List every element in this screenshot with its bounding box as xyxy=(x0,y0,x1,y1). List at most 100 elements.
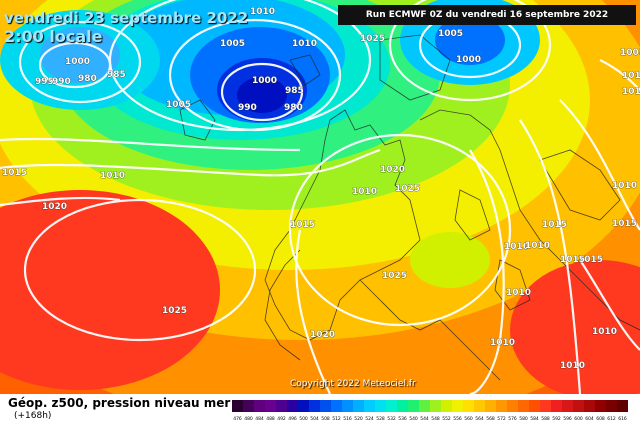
scale-swatch xyxy=(342,400,353,412)
isobar-label: 985 xyxy=(285,86,304,96)
scale-label: 592 xyxy=(552,416,561,422)
scale-label: 588 xyxy=(541,416,550,422)
scale-label: 596 xyxy=(563,416,572,422)
scale-label: 484 xyxy=(255,416,264,422)
scale-swatch xyxy=(595,400,606,412)
scale-label: 508 xyxy=(321,416,330,422)
scale-swatch xyxy=(452,400,463,412)
scale-swatch xyxy=(276,400,287,412)
isobar-label: 1010 xyxy=(560,361,585,371)
scale-label: 512 xyxy=(332,416,341,422)
scale-swatch xyxy=(331,400,342,412)
isobar-label: 1010 xyxy=(292,39,317,49)
isobar-label: 1015 xyxy=(560,255,585,265)
scale-label: 532 xyxy=(387,416,396,422)
isobar-label: 1010 xyxy=(490,338,515,348)
isobar-label: 1025 xyxy=(382,271,407,281)
scale-swatch xyxy=(540,400,551,412)
scale-label: 600 xyxy=(574,416,583,422)
isobar-label: 1015 xyxy=(2,168,27,178)
scale-label: 556 xyxy=(453,416,462,422)
scale-swatch xyxy=(562,400,573,412)
scale-label: 496 xyxy=(288,416,297,422)
isobar-label: 980 xyxy=(78,74,97,84)
weather-map: 1010 1010 1005 1025 1005 1000 1000 980 985 995 990… xyxy=(0,0,640,394)
isobar-label: 980 xyxy=(284,103,303,113)
scale-swatch xyxy=(529,400,540,412)
scale-swatch xyxy=(584,400,595,412)
scale-swatch xyxy=(265,400,276,412)
isobar-label: 1015 xyxy=(542,220,567,230)
scale-swatch xyxy=(474,400,485,412)
isobar-label: 1005 xyxy=(220,39,245,49)
isobar-label: 1010 xyxy=(592,327,617,337)
scale-label: 492 xyxy=(277,416,286,422)
forecast-time: 2:00 locale xyxy=(4,27,103,46)
scale-label: 540 xyxy=(409,416,418,422)
isobar-label: 1010 xyxy=(352,187,377,197)
scale-swatch xyxy=(518,400,529,412)
scale-swatch xyxy=(485,400,496,412)
isobar-label: 1005 xyxy=(620,48,640,58)
scale-swatch xyxy=(298,400,309,412)
scale-label: 504 xyxy=(310,416,319,422)
scale-label: 548 xyxy=(431,416,440,422)
isobar-label: 1005 xyxy=(438,29,463,39)
isobar-label: 1010 xyxy=(506,288,531,298)
isobar-label: 1010 xyxy=(525,241,550,251)
legend-title: Géop. z500, pression niveau mer xyxy=(8,396,231,410)
scale-label: 612 xyxy=(607,416,616,422)
isobar-label: 1020 xyxy=(380,165,405,175)
scale-label: 584 xyxy=(530,416,539,422)
scale-swatch xyxy=(441,400,452,412)
scale-swatch xyxy=(430,400,441,412)
isobar-label: 1010 xyxy=(622,71,640,81)
isobar-label: 1015 xyxy=(612,219,637,229)
scale-swatch xyxy=(254,400,265,412)
isobar-label: 1010 xyxy=(100,171,125,181)
scale-swatch xyxy=(573,400,584,412)
scale-label: 576 xyxy=(508,416,517,422)
scale-swatch xyxy=(507,400,518,412)
scale-label: 608 xyxy=(596,416,605,422)
scale-label: 568 xyxy=(486,416,495,422)
scale-swatch xyxy=(375,400,386,412)
scale-label: 528 xyxy=(376,416,385,422)
scale-label: 524 xyxy=(365,416,374,422)
scale-swatch xyxy=(232,400,243,412)
legend-lead-time: (+168h) xyxy=(14,411,52,421)
isobar-label: 1000 xyxy=(252,76,277,86)
isobar-label: 985 xyxy=(107,70,126,80)
scale-swatch xyxy=(386,400,397,412)
scale-label: 516 xyxy=(343,416,352,422)
scale-label: 536 xyxy=(398,416,407,422)
isobar-label: 1010 xyxy=(504,242,529,252)
isobar-label: 1020 xyxy=(42,202,67,212)
isobar-label: 1015 xyxy=(578,255,603,265)
scale-swatch xyxy=(353,400,364,412)
scale-swatch xyxy=(320,400,331,412)
scale-swatch xyxy=(419,400,430,412)
scale-swatch xyxy=(551,400,562,412)
forecast-date: vendredi 23 septembre 2022 xyxy=(4,9,249,27)
scale-swatch xyxy=(606,400,617,412)
isobar-label: 1015 xyxy=(622,87,640,97)
scale-swatch xyxy=(408,400,419,412)
isobar-label: 1000 xyxy=(65,57,90,67)
isobar-label: 990 xyxy=(238,103,257,113)
scale-swatch xyxy=(364,400,375,412)
scale-swatch xyxy=(617,400,628,412)
isobar-label: 1025 xyxy=(395,184,420,194)
scale-swatch xyxy=(243,400,254,412)
isobar-label: 1025 xyxy=(162,306,187,316)
scale-label: 604 xyxy=(585,416,594,422)
isobar-label: 1020 xyxy=(310,330,335,340)
scale-label: 544 xyxy=(420,416,429,422)
scale-label: 476 xyxy=(233,416,242,422)
isobar-label: 1000 xyxy=(456,55,481,65)
scale-label: 580 xyxy=(519,416,528,422)
scale-label: 616 xyxy=(618,416,627,422)
run-info-banner: Run ECMWF 0Z du vendredi 16 septembre 20… xyxy=(338,5,636,25)
scale-swatch xyxy=(309,400,320,412)
